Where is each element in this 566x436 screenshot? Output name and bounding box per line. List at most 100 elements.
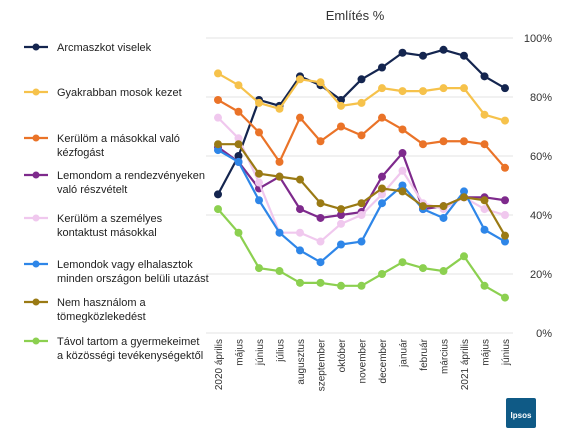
data-point bbox=[398, 48, 407, 57]
x-tick-label: július bbox=[276, 339, 287, 363]
legend-label: való részvételt bbox=[57, 184, 127, 196]
data-point bbox=[275, 267, 284, 276]
data-point bbox=[439, 267, 448, 276]
data-point bbox=[419, 51, 427, 60]
data-point bbox=[214, 95, 222, 104]
legend-label: Távol tartom a gyermekeimet bbox=[57, 336, 199, 348]
legend-label: Kerülöm a személyes bbox=[57, 213, 163, 225]
data-point bbox=[398, 181, 407, 190]
data-point bbox=[255, 178, 263, 187]
data-point bbox=[316, 137, 325, 146]
data-point bbox=[378, 113, 386, 122]
data-point bbox=[255, 98, 263, 107]
data-point bbox=[296, 113, 304, 122]
data-point bbox=[460, 137, 468, 146]
data-point bbox=[378, 190, 386, 199]
data-point bbox=[419, 87, 427, 96]
data-point bbox=[378, 63, 386, 72]
data-point bbox=[337, 281, 345, 290]
data-point bbox=[275, 228, 284, 237]
x-tick-label: szeptember bbox=[317, 338, 328, 391]
data-point bbox=[398, 125, 407, 134]
legend-marker bbox=[32, 43, 40, 51]
legend-marker bbox=[32, 88, 40, 96]
legend-label: Lemondom a rendezvényeken bbox=[57, 170, 205, 182]
data-point bbox=[480, 225, 489, 234]
x-tick-label: 2020 április bbox=[214, 339, 225, 390]
series-7 bbox=[214, 205, 509, 302]
x-tick-label: október bbox=[337, 338, 348, 372]
y-tick-label: 60% bbox=[530, 151, 552, 163]
data-point bbox=[214, 190, 222, 199]
x-tick-label: december bbox=[378, 338, 389, 383]
legend-label: Lemondok vagy elhalasztok bbox=[57, 259, 193, 271]
legend-marker bbox=[32, 171, 40, 179]
series-1 bbox=[214, 69, 509, 125]
data-point bbox=[398, 166, 407, 175]
data-point bbox=[357, 199, 366, 208]
data-point bbox=[214, 113, 222, 122]
legend-marker bbox=[32, 134, 40, 142]
data-point bbox=[480, 110, 489, 119]
x-tick-label: június bbox=[501, 339, 512, 366]
data-point bbox=[337, 122, 345, 131]
data-point bbox=[480, 140, 489, 149]
data-point bbox=[357, 98, 366, 107]
data-point bbox=[480, 72, 489, 81]
data-point bbox=[337, 205, 345, 214]
data-point bbox=[501, 237, 509, 246]
data-point bbox=[316, 78, 325, 87]
data-point bbox=[501, 116, 509, 125]
data-point bbox=[337, 240, 345, 249]
legend-label: kézfogást bbox=[57, 147, 104, 159]
series-lines bbox=[214, 45, 509, 302]
data-point bbox=[460, 51, 468, 60]
data-point bbox=[337, 211, 345, 219]
legend-label: Kerülöm a másokkal való bbox=[57, 133, 180, 145]
data-point bbox=[255, 196, 263, 205]
data-point bbox=[234, 157, 243, 166]
data-point bbox=[419, 140, 427, 149]
legend-item: Nem használom a tömegközlekedést bbox=[24, 297, 147, 323]
data-point bbox=[275, 104, 284, 113]
data-point bbox=[501, 293, 509, 302]
legend-marker bbox=[32, 298, 40, 306]
legend-label: a közösségi tevékenységektől bbox=[57, 350, 203, 362]
data-point bbox=[480, 205, 489, 214]
data-point bbox=[357, 237, 366, 246]
data-point bbox=[398, 258, 407, 267]
legend-item: Lemondom a rendezvényeken való részvételt bbox=[24, 170, 205, 196]
data-point bbox=[439, 84, 448, 93]
data-point bbox=[296, 246, 304, 255]
data-point bbox=[234, 228, 243, 237]
y-axis-ticks: 0% 20% 40% 60% 80% 100% bbox=[524, 33, 552, 340]
legend-item: Lemondok vagy elhalasztok minden országon… bbox=[24, 259, 209, 285]
legend-label: tömegközlekedést bbox=[57, 311, 146, 323]
y-tick-label: 80% bbox=[530, 92, 552, 104]
data-point bbox=[501, 163, 509, 172]
data-point bbox=[316, 258, 325, 267]
data-point bbox=[501, 231, 509, 240]
data-point bbox=[378, 172, 386, 181]
data-point bbox=[378, 199, 386, 208]
legend-label: Arcmaszkot viselek bbox=[57, 42, 152, 54]
x-tick-label: 2021 április bbox=[460, 339, 471, 390]
data-point bbox=[439, 202, 448, 211]
y-tick-label: 20% bbox=[530, 269, 552, 281]
series-2 bbox=[214, 95, 509, 172]
data-point bbox=[357, 211, 366, 219]
x-tick-label: május bbox=[481, 339, 492, 366]
data-point bbox=[234, 140, 243, 149]
data-point bbox=[296, 175, 304, 184]
data-point bbox=[214, 146, 222, 155]
y-tick-label: 100% bbox=[524, 33, 552, 45]
x-tick-label: február bbox=[419, 338, 430, 370]
data-point bbox=[296, 278, 304, 287]
data-point bbox=[337, 101, 345, 110]
data-point bbox=[214, 140, 222, 149]
data-point bbox=[296, 75, 304, 84]
logo-box bbox=[506, 398, 536, 428]
data-point bbox=[378, 184, 386, 193]
ipsos-logo: Ipsos bbox=[506, 398, 536, 428]
